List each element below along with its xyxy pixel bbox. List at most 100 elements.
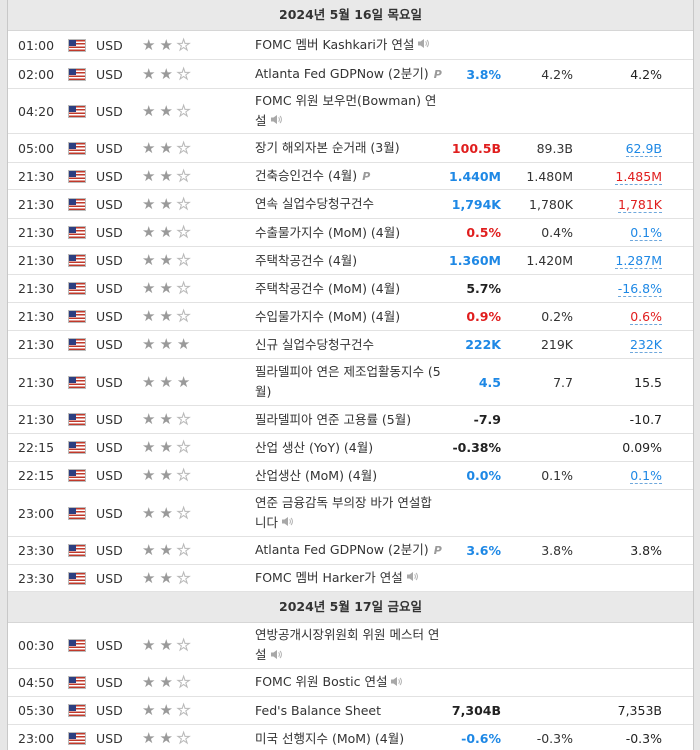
event-row[interactable]: 23:00 USD ★ ★ ★ 연준 금융감독 부의장 바가 연설합니다 bbox=[8, 490, 693, 537]
us-flag-icon bbox=[68, 506, 86, 520]
event-list: 01:00 USD ★ ★ ★ FOMC 멤버 Kashkari가 연설 02:00… bbox=[8, 31, 693, 592]
actual-value: -0.38% bbox=[452, 440, 501, 455]
event-name[interactable]: 수입물가지수 (MoM) (4월) bbox=[255, 307, 443, 327]
event-title[interactable]: 건축승인건수 (4월) bbox=[255, 167, 358, 183]
event-title[interactable]: 신규 실업수당청구건수 bbox=[255, 336, 374, 352]
event-name[interactable]: FOMC 위원 Bostic 연설 bbox=[255, 672, 443, 693]
importance-stars: ★ ★ ★ bbox=[142, 439, 255, 455]
event-time: 23:30 bbox=[18, 570, 55, 586]
event-title[interactable]: 필라델피아 연준 고용률 (5월) bbox=[255, 411, 412, 427]
economic-calendar: 2024년 5월 16일 목요일 01:00 USD ★ ★ ★ FOMC 멤버 K… bbox=[7, 0, 694, 750]
event-title[interactable]: 미국 선행지수 (MoM) (4월) bbox=[255, 730, 405, 746]
event-row[interactable]: 21:30 USD ★ ★ ★ 신규 실업수당청구건수 222K 219K 232K bbox=[8, 331, 693, 359]
event-title[interactable]: 주택착공건수 (MoM) (4월) bbox=[255, 280, 401, 296]
us-flag-icon bbox=[68, 38, 86, 52]
event-name[interactable]: FOMC 멤버 Kashkari가 연설 bbox=[255, 35, 443, 56]
event-row[interactable]: 00:30 USD ★ ★ ★ 연방공개시장위원회 위원 메스터 연설 bbox=[8, 623, 693, 669]
event-row[interactable]: 04:20 USD ★ ★ ★ FOMC 위원 보우먼(Bowman) 연설 bbox=[8, 89, 693, 134]
country-flag bbox=[68, 639, 96, 652]
event-row[interactable]: 05:00 USD ★ ★ ★ 장기 해외자본 순거래 (3월) 100.5B 89… bbox=[8, 134, 693, 163]
event-row[interactable]: 21:30 USD ★ ★ ★ 주택착공건수 (MoM) (4월) 5.7% -16… bbox=[8, 275, 693, 303]
event-row[interactable]: 21:30 USD ★ ★ ★ 건축승인건수 (4월) P 1.440M 1.480M… bbox=[8, 163, 693, 190]
event-title[interactable]: 연속 실업수당청구건수 bbox=[255, 196, 374, 211]
country-flag bbox=[68, 338, 96, 351]
event-row[interactable]: 23:30 USD ★ ★ ★ FOMC 멤버 Harker가 연설 bbox=[8, 565, 693, 592]
event-row[interactable]: 01:00 USD ★ ★ ★ FOMC 멤버 Kashkari가 연설 bbox=[8, 31, 693, 60]
country-flag bbox=[68, 676, 96, 689]
star-filled-icon: ★ bbox=[176, 372, 191, 391]
star-filled-icon: ★ bbox=[159, 307, 173, 325]
event-row[interactable]: 21:30 USD ★ ★ ★ 주택착공건수 (4월) 1.360M 1.420M … bbox=[8, 247, 693, 275]
event-name[interactable]: Fed's Balance Sheet bbox=[255, 701, 443, 721]
importance-stars: ★ ★ ★ bbox=[142, 730, 255, 746]
event-name[interactable]: 주택착공건수 (4월) bbox=[255, 251, 443, 271]
previous-cell: 0.09% bbox=[573, 440, 662, 455]
preliminary-icon: P bbox=[433, 67, 442, 81]
event-name[interactable]: 필라델피아 연은 제조업활동지수 (5월) bbox=[255, 362, 443, 402]
event-name[interactable]: 필라델피아 연준 고용률 (5월) bbox=[255, 410, 443, 430]
event-title[interactable]: FOMC 위원 Bostic 연설 bbox=[255, 674, 388, 690]
event-row[interactable]: 21:30 USD ★ ★ ★ 수출물가지수 (MoM) (4월) 0.5% 0.4… bbox=[8, 219, 693, 247]
event-row[interactable]: 05:30 USD ★ ★ ★ Fed's Balance Sheet 7,304B… bbox=[8, 697, 693, 725]
star-filled-icon: ★ bbox=[159, 503, 173, 522]
event-currency: USD bbox=[96, 505, 123, 521]
event-title[interactable]: 수입물가지수 (MoM) (4월) bbox=[255, 308, 401, 324]
country-flag bbox=[68, 38, 96, 52]
event-title[interactable]: FOMC 위원 보우먼(Bowman) 연설 bbox=[255, 92, 437, 128]
event-row[interactable]: 21:30 USD ★ ★ ★ 필라델피아 연은 제조업활동지수 (5월) 4.5 … bbox=[8, 359, 693, 406]
forecast-value: 3.8% bbox=[541, 543, 573, 558]
event-name[interactable]: FOMC 위원 보우먼(Bowman) 연설 bbox=[255, 91, 443, 132]
event-time: 21:30 bbox=[18, 309, 55, 324]
event-row[interactable]: 23:00 USD ★ ★ ★ 미국 선행지수 (MoM) (4월) -0.6% -… bbox=[8, 725, 693, 750]
event-name[interactable]: Atlanta Fed GDPNow (2분기) P bbox=[255, 64, 443, 85]
star-filled-icon: ★ bbox=[142, 372, 156, 391]
event-row[interactable]: 21:30 USD ★ ★ ★ 연속 실업수당청구건수 1,794K 1,780K … bbox=[8, 190, 693, 219]
actual-value: 3.8% bbox=[466, 66, 501, 82]
event-name[interactable]: 미국 선행지수 (MoM) (4월) bbox=[255, 729, 443, 749]
event-title[interactable]: 연방공개시장위원회 위원 메스터 연설 bbox=[255, 627, 440, 663]
star-empty-icon: ★ bbox=[176, 64, 191, 83]
event-title[interactable]: Atlanta Fed GDPNow (2분기) bbox=[255, 542, 429, 557]
star-filled-icon: ★ bbox=[142, 35, 156, 54]
event-row[interactable]: 21:30 USD ★ ★ ★ 필라델피아 연준 고용률 (5월) -7.9 -10… bbox=[8, 406, 693, 434]
event-row[interactable]: 22:15 USD ★ ★ ★ 산업 생산 (YoY) (4월) -0.38% 0.… bbox=[8, 434, 693, 462]
previous-value: 0.1% bbox=[630, 225, 662, 241]
speaker-icon bbox=[270, 111, 282, 131]
event-row[interactable]: 02:00 USD ★ ★ ★ Atlanta Fed GDPNow (2분기) P … bbox=[8, 60, 693, 89]
event-row[interactable]: 21:30 USD ★ ★ ★ 수입물가지수 (MoM) (4월) 0.9% 0.2… bbox=[8, 303, 693, 331]
event-name[interactable]: 연준 금융감독 부의장 바가 연설합니다 bbox=[255, 493, 443, 534]
event-name[interactable]: Atlanta Fed GDPNow (2분기) P bbox=[255, 540, 443, 561]
event-row[interactable]: 23:30 USD ★ ★ ★ Atlanta Fed GDPNow (2분기) P … bbox=[8, 537, 693, 565]
event-name[interactable]: 수출물가지수 (MoM) (4월) bbox=[255, 223, 443, 243]
event-title[interactable]: FOMC 멤버 Harker가 연설 bbox=[255, 569, 403, 585]
event-title[interactable]: 필라델피아 연은 제조업활동지수 (5월) bbox=[255, 364, 441, 399]
event-title[interactable]: 산업 생산 (YoY) (4월) bbox=[255, 439, 374, 455]
previous-cell: 1.485M bbox=[573, 168, 662, 185]
importance-stars: ★ ★ ★ bbox=[142, 168, 255, 184]
us-flag-icon bbox=[68, 571, 86, 585]
event-name[interactable]: 연속 실업수당청구건수 bbox=[255, 194, 443, 214]
event-title[interactable]: Atlanta Fed GDPNow (2분기) bbox=[255, 65, 429, 81]
event-title[interactable]: FOMC 멤버 Kashkari가 연설 bbox=[255, 36, 415, 52]
event-row[interactable]: 22:15 USD ★ ★ ★ 산업생산 (MoM) (4월) 0.0% 0.1% … bbox=[8, 462, 693, 490]
event-title[interactable]: 장기 해외자본 순거래 (3월) bbox=[255, 140, 400, 155]
event-name[interactable]: 산업 생산 (YoY) (4월) bbox=[255, 438, 443, 458]
previous-cell: -16.8% bbox=[573, 281, 662, 297]
event-name[interactable]: FOMC 멤버 Harker가 연설 bbox=[255, 568, 443, 589]
event-name[interactable]: 신규 실업수당청구건수 bbox=[255, 335, 443, 355]
event-name[interactable]: 장기 해외자본 순거래 (3월) bbox=[255, 138, 443, 158]
forecast-value: 1.480M bbox=[526, 168, 573, 184]
event-title[interactable]: 주택착공건수 (4월) bbox=[255, 252, 358, 268]
event-title[interactable]: 산업생산 (MoM) (4월) bbox=[255, 467, 378, 483]
event-title[interactable]: Fed's Balance Sheet bbox=[255, 702, 382, 718]
event-row[interactable]: 04:50 USD ★ ★ ★ FOMC 위원 Bostic 연설 bbox=[8, 669, 693, 697]
previous-value: 0.6% bbox=[630, 309, 662, 325]
event-name[interactable]: 건축승인건수 (4월) P bbox=[255, 166, 443, 187]
event-title[interactable]: 연준 금융감독 부의장 바가 연설합니다 bbox=[255, 494, 432, 530]
event-title[interactable]: 수출물가지수 (MoM) (4월) bbox=[255, 224, 401, 240]
event-name[interactable]: 산업생산 (MoM) (4월) bbox=[255, 466, 443, 486]
event-name[interactable]: 주택착공건수 (MoM) (4월) bbox=[255, 279, 443, 299]
event-name[interactable]: 연방공개시장위원회 위원 메스터 연설 bbox=[255, 625, 443, 666]
event-time: 04:20 bbox=[18, 103, 55, 119]
previous-value: -10.7 bbox=[629, 412, 662, 427]
